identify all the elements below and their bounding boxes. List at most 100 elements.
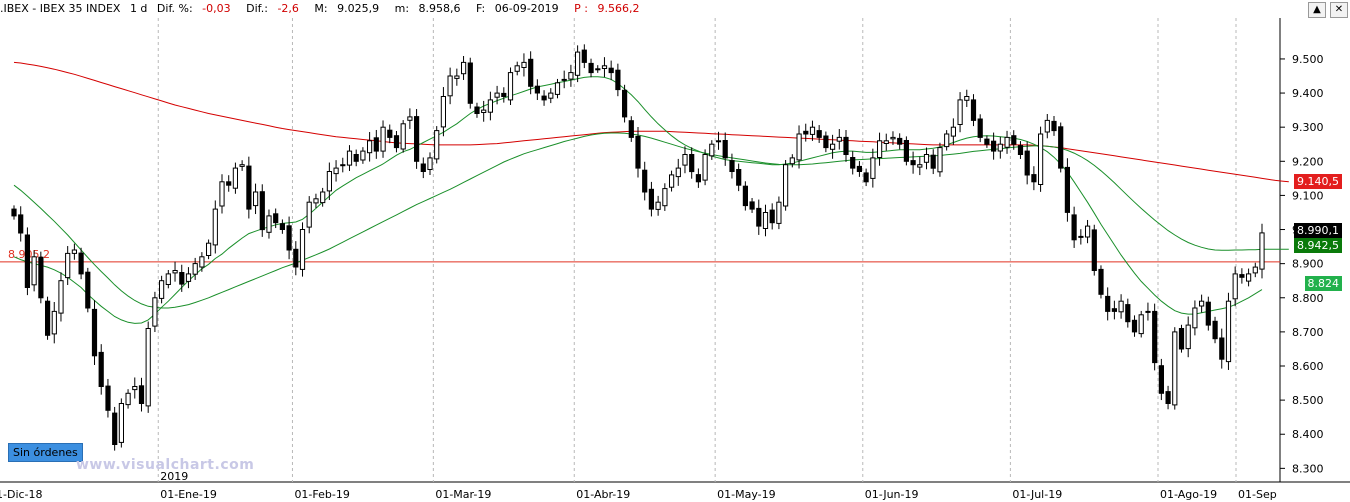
candle-body <box>729 160 735 173</box>
candle-body <box>266 215 272 233</box>
candle-body <box>232 167 239 189</box>
y-tick-label: 9.200 <box>1292 155 1324 168</box>
candle-body <box>689 154 695 173</box>
candle-body <box>521 61 527 69</box>
candle-body <box>1011 135 1017 145</box>
candle-body <box>414 116 420 162</box>
x-tick-label: 01-Jun-19 <box>865 488 919 501</box>
candle-body <box>930 154 936 169</box>
candle-body <box>695 174 701 183</box>
candle-body <box>923 154 930 163</box>
candle-body <box>1098 268 1104 295</box>
x-tick-label: 1-Dic-18 <box>0 488 43 501</box>
candle-body <box>796 133 802 161</box>
candle-body <box>112 412 118 446</box>
price-tag-sma-slow: 8.942,5 <box>1294 238 1342 253</box>
candle-body <box>31 256 37 286</box>
candle-body <box>199 256 205 268</box>
y-tick-label: 9.300 <box>1292 121 1324 134</box>
candle-body <box>575 51 581 76</box>
candle-body <box>850 157 856 169</box>
candle-body <box>662 188 668 207</box>
candle-body <box>601 65 608 70</box>
candle-body <box>984 138 990 145</box>
candle-body <box>622 89 628 118</box>
candle-body <box>742 185 748 207</box>
candle-body <box>461 61 467 75</box>
candle-body <box>420 163 426 172</box>
y-tick-label: 8.300 <box>1292 462 1324 475</box>
candle-body <box>588 62 594 74</box>
candle-body <box>132 386 138 391</box>
candle-body <box>467 62 473 104</box>
candle-body <box>494 92 500 98</box>
x-tick-label: 01-Mar-19 <box>435 488 491 501</box>
candle-body <box>1246 273 1252 282</box>
candle-body <box>393 135 400 149</box>
chart-header: .IBEX - IBEX 35 INDEX 1 d Dif. %: -0,03 … <box>0 0 1350 18</box>
candle-body <box>105 385 111 411</box>
y-tick-label: 8.500 <box>1292 394 1324 407</box>
candle-body <box>501 92 507 98</box>
candle-body <box>313 198 319 204</box>
max-label: M: <box>314 2 328 15</box>
candle-body <box>1145 310 1151 313</box>
candle-body <box>165 273 171 285</box>
candle-body <box>1051 120 1057 132</box>
candle-body <box>823 135 829 149</box>
candle-body <box>655 201 661 210</box>
candle-body <box>293 248 299 268</box>
candle-body <box>709 143 715 157</box>
candle-body <box>333 167 339 175</box>
candle-body <box>340 164 346 167</box>
candle-body <box>702 154 708 181</box>
candle-body <box>1085 225 1091 238</box>
candle-body <box>145 328 151 407</box>
candle-body <box>51 310 57 335</box>
max-value: 9.025,9 <box>337 2 380 15</box>
candle-body <box>24 234 30 288</box>
candle-body <box>118 403 125 443</box>
candle-body <box>783 164 789 207</box>
candle-body <box>514 65 520 72</box>
candle-body <box>1071 214 1077 241</box>
candle-body <box>1017 145 1024 156</box>
candle-body <box>1252 266 1258 274</box>
candle-body <box>715 140 722 143</box>
candle-body <box>407 116 413 121</box>
candle-body <box>320 191 326 204</box>
x-tick-label: 01-Ago-19 <box>1160 488 1217 501</box>
candle-body <box>192 263 198 275</box>
candle-body <box>373 137 379 152</box>
watermark: www.visualchart.com <box>76 457 255 473</box>
candle-body <box>454 75 460 79</box>
candle-body <box>11 208 17 217</box>
candle-body <box>648 188 654 210</box>
candle-body <box>581 49 587 63</box>
candle-body <box>1225 300 1232 363</box>
x-tick-label: 01-Abr-19 <box>576 488 630 501</box>
y-tick-label: 8.600 <box>1292 360 1324 373</box>
orders-badge[interactable]: Sin órdenes <box>8 443 83 462</box>
candle-body <box>964 96 970 101</box>
candle-body <box>299 229 306 270</box>
candle-body <box>642 169 648 193</box>
x-tick-label: 01-Sep <box>1238 488 1277 501</box>
price-tag-sma-fast: 8.824 <box>1304 276 1342 291</box>
candle-body <box>628 120 634 138</box>
candle-body <box>481 109 487 113</box>
collapse-button[interactable]: ▲ <box>1308 2 1326 18</box>
candle-body <box>615 69 621 91</box>
candle-body <box>1044 119 1050 133</box>
close-button[interactable]: ✕ <box>1330 2 1348 18</box>
candle-body <box>816 130 822 138</box>
candle-body <box>1232 273 1238 300</box>
candle-body <box>809 126 816 135</box>
candle-body <box>1239 274 1245 278</box>
candle-body <box>1078 235 1084 238</box>
y-tick-label: 8.800 <box>1292 292 1324 305</box>
candle-body <box>91 308 98 357</box>
candle-body <box>910 160 916 166</box>
candle-body <box>447 75 453 97</box>
